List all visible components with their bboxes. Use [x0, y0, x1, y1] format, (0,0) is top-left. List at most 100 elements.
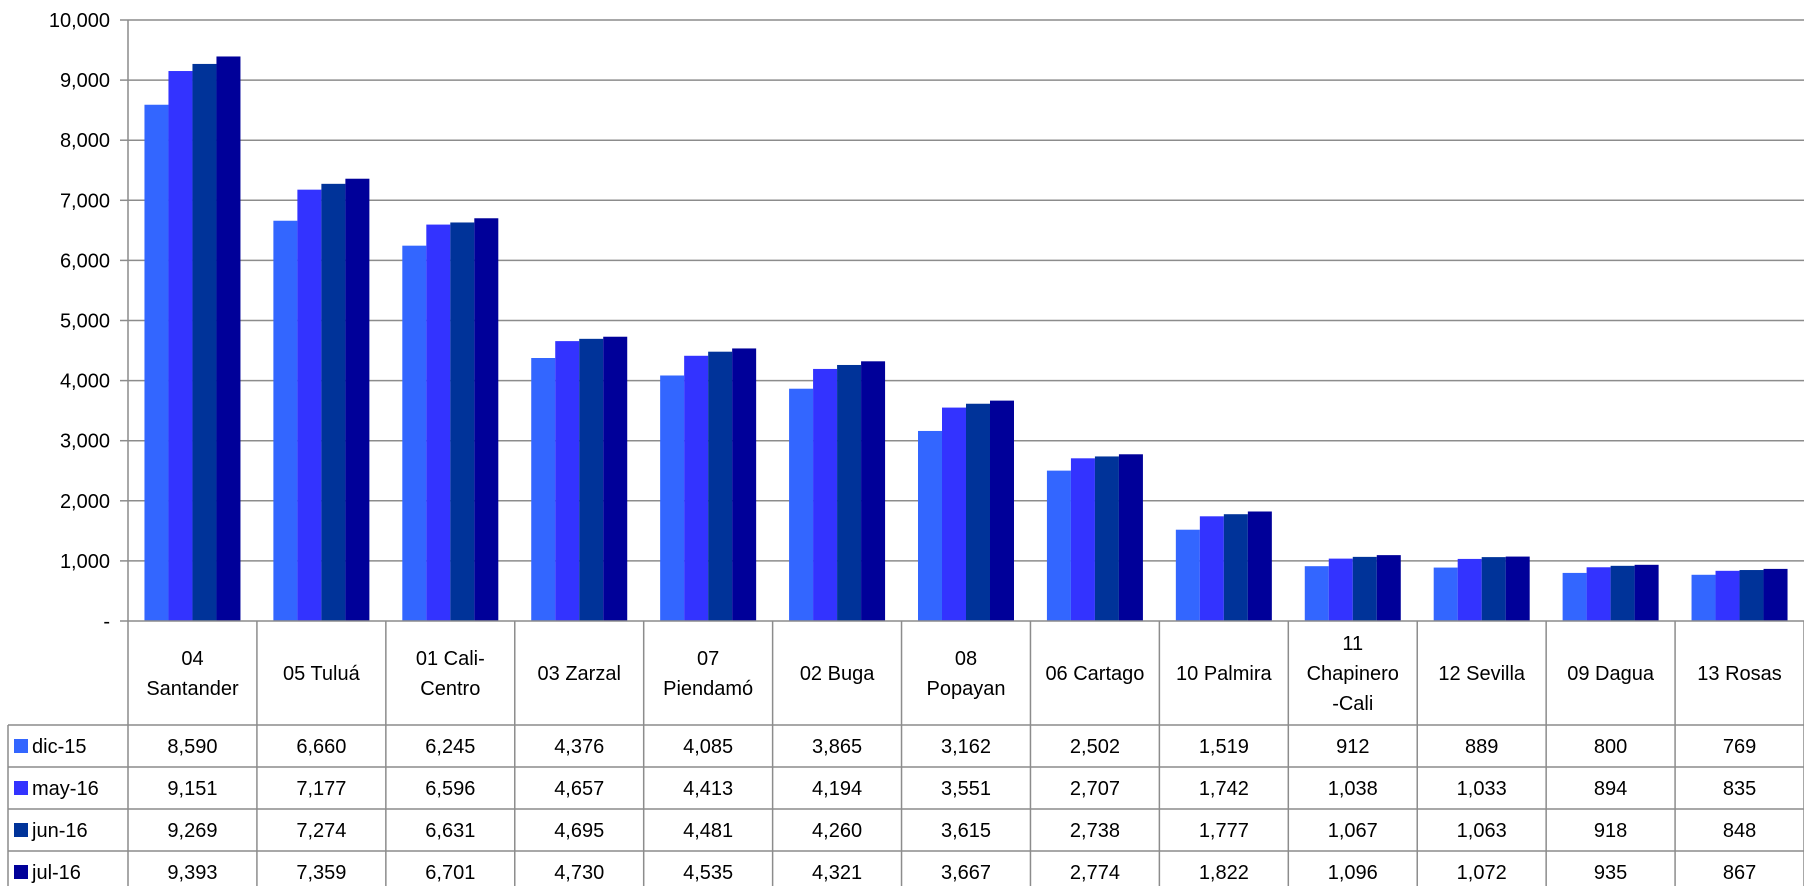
table-cell-value: 2,774 — [1070, 862, 1120, 884]
bar-jun-16-2 — [450, 222, 475, 621]
table-cell-value: 9,151 — [167, 778, 217, 800]
bar-dic-15-6 — [918, 430, 942, 621]
category-label: 06 Cartago — [1045, 663, 1144, 685]
bar-may-16-9 — [1328, 558, 1353, 621]
bar-jun-16-9 — [1352, 556, 1377, 621]
category-label: Santander — [146, 678, 239, 700]
category-label: Popayan — [927, 678, 1006, 700]
y-tick-label: 1,000 — [60, 551, 110, 573]
table-cell-value: 3,162 — [941, 736, 991, 758]
category-label: -Cali — [1332, 693, 1373, 715]
bar-dic-15-4 — [660, 375, 685, 621]
bar-jul-16-6 — [990, 400, 1014, 621]
table-cell-value: 6,660 — [296, 736, 346, 758]
y-tick-label: 5,000 — [60, 311, 110, 333]
legend-label: may-16 — [32, 778, 99, 800]
table-cell-value: 4,481 — [683, 820, 733, 842]
bar-jul-16-11 — [1634, 564, 1659, 621]
bar-jul-16-4 — [732, 348, 757, 621]
bar-dic-15-0 — [144, 104, 169, 622]
bar-dic-15-12 — [1691, 574, 1716, 621]
y-tick-label: 7,000 — [60, 190, 110, 212]
category-label: 08 — [955, 648, 977, 670]
table-cell-value: 4,535 — [683, 862, 733, 884]
bar-may-16-12 — [1715, 570, 1740, 621]
category-label: 09 Dagua — [1567, 663, 1655, 685]
table-cell-value: 1,033 — [1457, 778, 1507, 800]
bar-jun-16-1 — [321, 183, 346, 622]
bar-may-16-0 — [168, 71, 193, 621]
table-cell-value: 2,707 — [1070, 778, 1120, 800]
bars — [144, 56, 1788, 622]
table-cell-value: 918 — [1594, 820, 1627, 842]
category-label: 11 — [1342, 633, 1363, 655]
bar-jul-16-3 — [603, 336, 628, 621]
data-table: 04 Santander 05 Tuluá 01 Cali- Centro 03 Zarz… — [7, 620, 1804, 886]
table-cell-value: 1,777 — [1199, 820, 1249, 842]
table-cell-value: 935 — [1594, 862, 1627, 884]
bar-jun-16-7 — [1094, 456, 1119, 621]
table-cell-value: 1,519 — [1199, 736, 1249, 758]
bar-may-16-4 — [684, 355, 709, 621]
bar-may-16-6 — [942, 407, 966, 621]
bar-dic-15-1 — [273, 220, 298, 621]
table-cell-value: 7,274 — [296, 820, 346, 842]
table-cell-value: 7,177 — [296, 778, 346, 800]
category-label: 02 Buga — [800, 663, 875, 685]
table-cell-value: 800 — [1594, 736, 1627, 758]
bar-may-16-7 — [1070, 458, 1095, 621]
bar-dic-15-2 — [402, 245, 427, 621]
bar-may-16-5 — [813, 368, 838, 621]
y-tick-label: 4,000 — [60, 371, 110, 393]
table-cell-value: 2,502 — [1070, 736, 1120, 758]
bar-may-16-3 — [555, 341, 580, 621]
table-cell-value: 9,269 — [167, 820, 217, 842]
y-axis: - 1,000 2,000 3,000 4,000 5,000 6,000 7,000 8,00… — [49, 10, 129, 886]
bar-jul-16-1 — [345, 178, 370, 621]
table-cell-value: 1,072 — [1457, 862, 1507, 884]
table-cell-value: 769 — [1723, 736, 1756, 758]
table-cell-value: 9,393 — [167, 862, 217, 884]
table-cell-value: 912 — [1336, 736, 1369, 758]
category-label: 03 Zarzal — [538, 663, 621, 685]
table-cell-value: 1,096 — [1328, 862, 1378, 884]
category-label: Piendamó — [663, 678, 753, 700]
category-label: 01 Cali- — [416, 648, 485, 670]
category-label: 04 — [181, 648, 203, 670]
y-tick-label: 9,000 — [60, 70, 110, 92]
category-label: 05 Tuluá — [283, 663, 361, 685]
bar-jul-16-5 — [861, 361, 886, 621]
table-cell-value: 4,321 — [812, 862, 862, 884]
bar-jun-16-11 — [1610, 565, 1635, 621]
table-cell-value: 6,596 — [425, 778, 475, 800]
bar-jul-16-12 — [1763, 568, 1788, 621]
category-label: Centro — [420, 678, 480, 700]
legend-swatch-may-16 — [14, 781, 28, 795]
bar-jul-16-10 — [1505, 556, 1530, 621]
bar-dic-15-10 — [1433, 567, 1458, 621]
table-cell-value: 1,038 — [1328, 778, 1378, 800]
bar-jun-16-0 — [192, 63, 217, 621]
y-tick-label: - — [103, 611, 110, 633]
table-cell-value: 3,615 — [941, 820, 991, 842]
table-cell-value: 3,551 — [941, 778, 991, 800]
table-cell-value: 6,701 — [425, 862, 475, 884]
table-cell-value: 6,631 — [425, 820, 475, 842]
bar-may-16-1 — [297, 189, 322, 621]
table-cell-value: 3,865 — [812, 736, 862, 758]
legend-swatch-jun-16 — [14, 823, 28, 837]
table-cell-value: 4,657 — [554, 778, 604, 800]
legend-swatch-dic-15 — [14, 739, 28, 753]
bar-dic-15-11 — [1562, 572, 1587, 621]
y-tick-label: 10,000 — [49, 10, 110, 32]
bar-jul-16-9 — [1376, 555, 1401, 621]
bar-dic-15-7 — [1046, 470, 1071, 621]
y-tick-label: 8,000 — [60, 130, 110, 152]
table-cell-value: 4,376 — [554, 736, 604, 758]
bar-jun-16-8 — [1223, 514, 1248, 621]
legend-swatch-jul-16 — [14, 865, 28, 879]
table-cell-value: 8,590 — [167, 736, 217, 758]
table-cell-value: 889 — [1465, 736, 1498, 758]
bar-jun-16-6 — [966, 403, 990, 621]
category-label: 13 Rosas — [1697, 663, 1782, 685]
